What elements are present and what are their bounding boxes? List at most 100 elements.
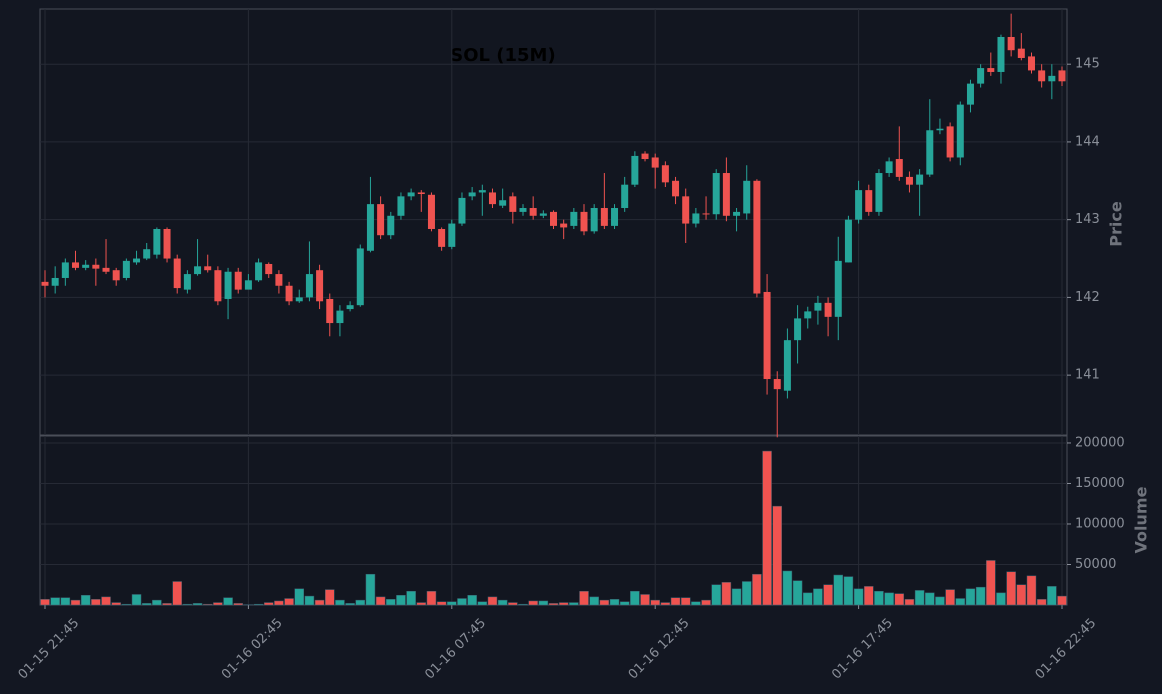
candle-body (814, 302, 822, 311)
candle-body (407, 192, 415, 197)
candle-body (804, 311, 812, 319)
candle-body (590, 208, 598, 232)
candle-body (895, 159, 903, 177)
volume-bar (558, 602, 569, 606)
candle-body (275, 274, 283, 286)
volume-bar (263, 602, 274, 606)
candle-body (834, 260, 842, 317)
volume-bar (192, 603, 203, 606)
volume-bar (467, 595, 477, 606)
volume-bar (497, 599, 508, 606)
volume-bar (386, 599, 396, 606)
candle-body (529, 208, 537, 216)
candle-body (183, 274, 191, 290)
candle-body (946, 126, 954, 158)
volume-bar (426, 590, 437, 606)
volume-bar (121, 603, 132, 606)
candle-body (743, 180, 751, 214)
volume-bar (538, 600, 549, 606)
candle-body (295, 297, 303, 302)
chart-title: SOL (15M) (450, 45, 555, 66)
candle-body (204, 266, 212, 271)
volume-bar (925, 592, 935, 606)
volume-bar (416, 602, 427, 606)
candle-body (763, 291, 771, 380)
volume-bar (223, 597, 233, 606)
candle-body (682, 196, 690, 224)
candle-body (621, 184, 629, 209)
candle-body (865, 190, 873, 212)
candle-body (285, 285, 293, 302)
candle-body (722, 173, 730, 216)
volume-bar (589, 596, 599, 606)
volume-bar (1057, 595, 1067, 606)
volume-bar (1026, 575, 1037, 606)
candle-body (448, 223, 456, 247)
candle-body (499, 200, 507, 206)
volume-bar (162, 603, 172, 606)
candle-body (539, 213, 547, 216)
volume-bar (833, 574, 844, 606)
candle-body (560, 223, 568, 228)
candle-body (82, 264, 90, 268)
volume-bar (548, 603, 559, 606)
candle-body (143, 249, 151, 259)
volume-bar (579, 590, 589, 606)
volume-bar (1006, 571, 1016, 606)
candle-body (733, 211, 741, 216)
volume-bar (1016, 584, 1027, 606)
candle-body (51, 277, 59, 286)
candle-body (255, 262, 263, 281)
candle-body (214, 270, 222, 302)
volume-bar (111, 602, 121, 606)
volume-bar (762, 450, 772, 606)
volume-bar (447, 601, 457, 606)
volume-bar (599, 599, 610, 606)
volume-bar (233, 603, 243, 606)
volume-bar (630, 590, 640, 606)
volume-bar (325, 589, 335, 606)
candle-body (641, 153, 649, 160)
candle-body (905, 176, 913, 185)
candle-body (844, 219, 852, 263)
volume-bar (314, 599, 325, 606)
candle-body (346, 305, 354, 310)
candle-body (1017, 48, 1025, 58)
volume-bar (375, 596, 386, 606)
candle-body (377, 204, 385, 236)
volume-bar (304, 595, 315, 606)
candle-body (61, 262, 69, 278)
volume-axis-label: Volume (1132, 486, 1151, 553)
volume-bar (904, 599, 915, 606)
candle-body (966, 83, 974, 105)
volume-bar (487, 596, 498, 606)
volume-bar (141, 603, 152, 606)
volume-bar (721, 582, 732, 606)
volume-bar (294, 588, 304, 606)
volume-bar (843, 576, 854, 606)
candle-body (997, 36, 1005, 72)
candle-body (702, 213, 710, 215)
candle-body (387, 215, 395, 236)
y-axis-label: Price (1107, 201, 1126, 247)
volume-bar (213, 602, 223, 606)
volume-bar (792, 580, 803, 606)
volume-bar (772, 505, 782, 606)
volume-bar (518, 603, 528, 606)
volume-bar (477, 601, 488, 606)
volume-bar (803, 592, 813, 606)
candle-body (661, 165, 669, 183)
volume-bar (650, 599, 660, 606)
volume-bar (253, 603, 264, 606)
volume-bar (406, 590, 416, 606)
candle-body (916, 174, 924, 185)
candle-body (224, 271, 232, 299)
candle-body (885, 161, 893, 174)
candle-body (692, 213, 700, 224)
volume-bar (335, 599, 345, 606)
candle-body (509, 196, 517, 212)
volume-bar (40, 599, 50, 606)
volume-bar (91, 599, 101, 606)
candle-body (1027, 56, 1035, 71)
